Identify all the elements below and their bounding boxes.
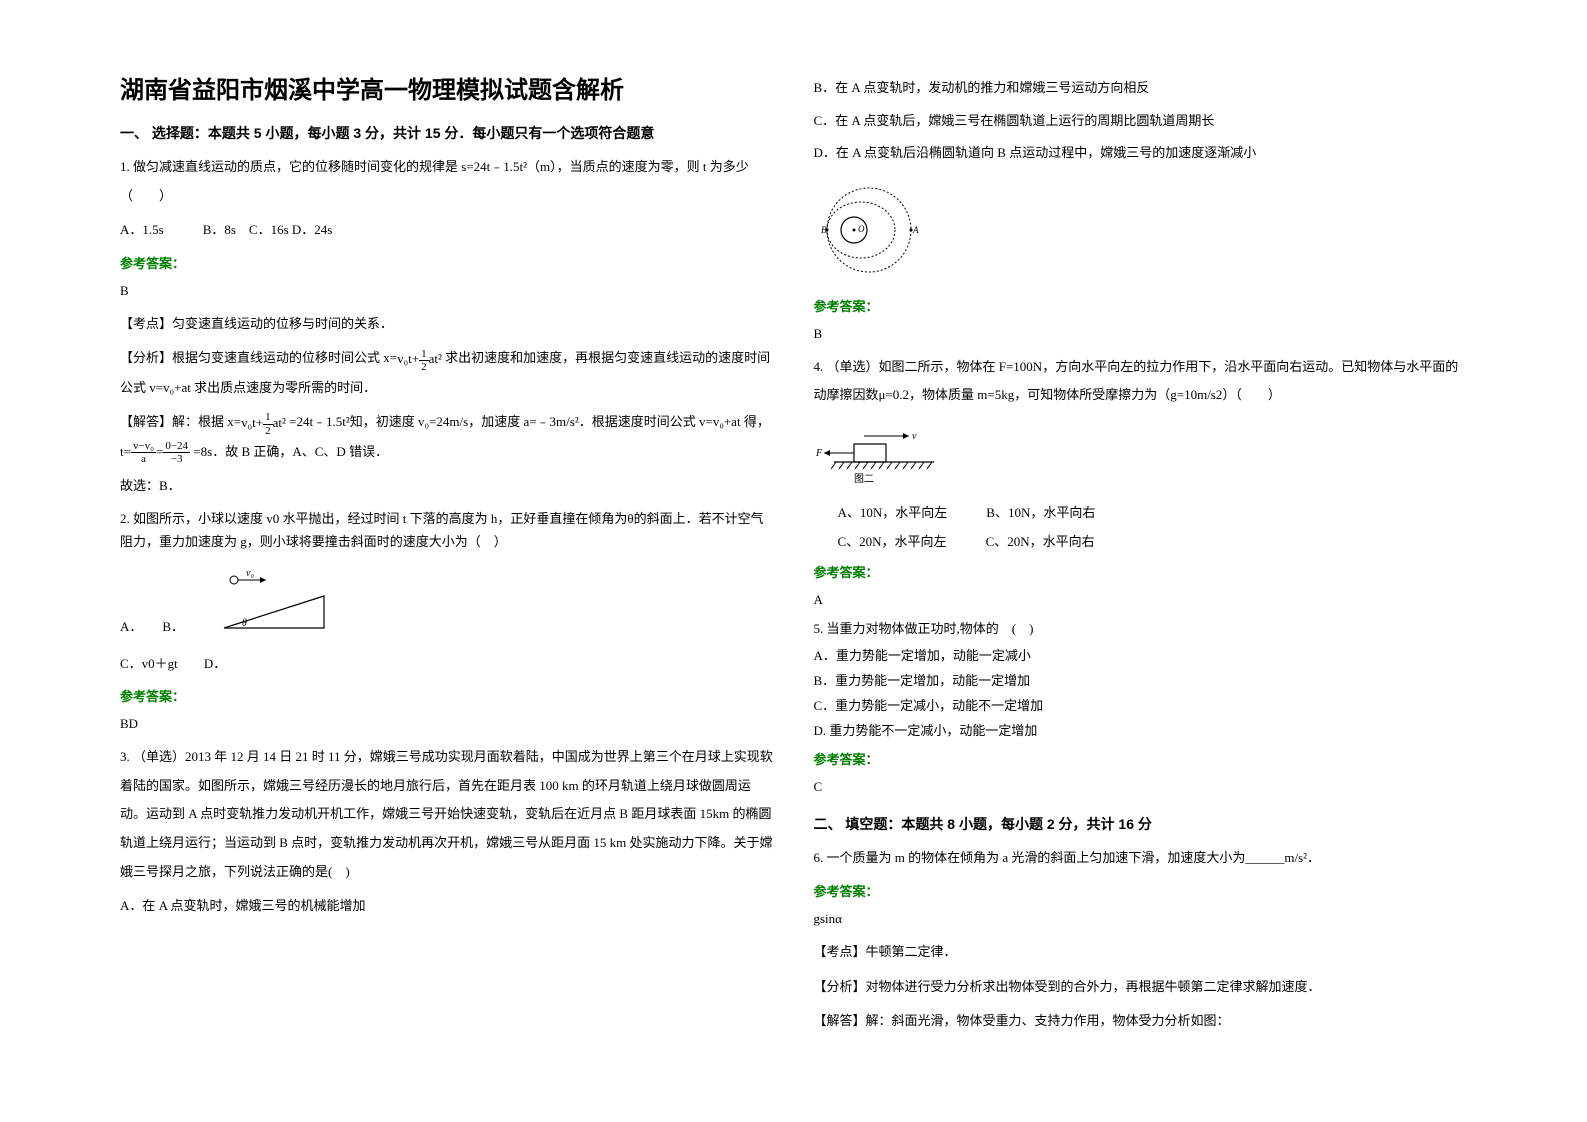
q3-optD: D．在 A 点变轨后沿椭圆轨道向 B 点运动过程中，嫦娥三号的加速度逐渐减小: [814, 139, 1468, 168]
q4-optC: C、20N，水平向左: [838, 534, 947, 549]
q2-opts-ab: A． B． v₀ θ: [120, 560, 774, 646]
tu-label: 图二: [854, 473, 874, 484]
q1-kaidian: 【考点】匀变速直线运动的位移与时间的关系．: [120, 310, 774, 339]
formula-3: v−v₀a: [131, 440, 156, 465]
formula-1: v₀t+12at²: [397, 345, 442, 374]
q6-answer: gsinα: [814, 906, 1468, 932]
v0-label: v₀: [246, 568, 254, 579]
q5-optD: D. 重力势能不一定减小，动能一定增加: [814, 721, 1468, 742]
q2-optD: D．: [204, 656, 226, 671]
q6-kaidian: 【考点】牛顿第二定律．: [814, 938, 1468, 967]
q3-optA: A．在 A 点变轨时，嫦娥三号的机械能增加: [120, 892, 774, 921]
q1-text: 1. 做匀减速直线运动的质点，它的位移随时间变化的规律是 s=24t﹣1.5t²…: [120, 153, 774, 210]
q3-optB: B．在 A 点变轨时，发动机的推力和嫦娥三号运动方向相反: [814, 74, 1468, 103]
theta-label: θ: [242, 618, 247, 629]
q4-optA: A、10N，水平向左: [838, 505, 948, 520]
q5-optC: C．重力势能一定减小，动能不一定增加: [814, 696, 1468, 717]
q5-text: 5. 当重力对物体做正功时,物体的 ( ): [814, 619, 1468, 640]
q4-text: 4. （单选）如图二所示，物体在 F=100N，方向水平向左的拉力作用下，沿水平…: [814, 353, 1468, 410]
q5-optB: B．重力势能一定增加，动能一定增加: [814, 671, 1468, 692]
left-column: 湖南省益阳市烟溪中学高一物理模拟试题含解析 一、 选择题：本题共 5 小题，每小…: [100, 70, 794, 1092]
right-column: B．在 A 点变轨时，发动机的推力和嫦娥三号运动方向相反 C．在 A 点变轨后，…: [794, 70, 1488, 1092]
q2-optA: A．: [120, 613, 142, 642]
formula-2: v₀t+12at²: [241, 409, 286, 438]
q4-opts-ab: A、10N，水平向左 B、10N，水平向右: [814, 501, 1468, 526]
q4-opts-cd: C、20N，水平向左 C、20N，水平向右: [814, 530, 1468, 555]
q4-optD: C、20N，水平向右: [986, 534, 1095, 549]
q1-jieda: 【解答】解：根据 x=v₀t+12at² =24t﹣1.5t²知，初速度 v₀=…: [120, 408, 774, 466]
q4-answer-label: 参考答案：: [814, 562, 1468, 581]
orbit-label-a: A: [912, 225, 919, 235]
v-label: v: [912, 431, 917, 442]
q2-answer: BD: [120, 711, 774, 737]
q3-optC: C．在 A 点变轨后，嫦娥三号在椭圆轨道上运行的周期比圆轨道周期长: [814, 107, 1468, 136]
q2-text: 2. 如图所示，小球以速度 v0 水平抛出，经过时间 t 下落的高度为 h，正好…: [120, 507, 774, 554]
q2-optC: C．v0＋gt: [120, 656, 178, 671]
q5-answer-label: 参考答案：: [814, 749, 1468, 768]
q6-answer-label: 参考答案：: [814, 881, 1468, 900]
q1-guxuan: 故选：B．: [120, 472, 774, 501]
q5-optA: A．重力势能一定增加，动能一定减小: [814, 646, 1468, 667]
formula-4: 0−24−3: [163, 440, 190, 465]
q1-options: A．1.5s B．8s C．16s D．24s: [120, 216, 774, 245]
page-title: 湖南省益阳市烟溪中学高一物理模拟试题含解析: [120, 70, 774, 105]
incline-diagram: v₀ θ: [204, 568, 354, 638]
orbit-diagram: O A B: [814, 180, 924, 275]
f-label: F: [815, 448, 823, 459]
q3-answer-label: 参考答案：: [814, 296, 1468, 315]
q6-jieda: 【解答】解：斜面光滑，物体受重力、支持力作用，物体受力分析如图：: [814, 1007, 1468, 1036]
q2-answer-label: 参考答案：: [120, 686, 774, 705]
q1-answer-label: 参考答案：: [120, 253, 774, 272]
q6-fenxi: 【分析】对物体进行受力分析求出物体受到的合外力，再根据牛顿第二定律求解加速度．: [814, 973, 1468, 1002]
orbit-label-o: O: [858, 224, 865, 234]
q1-answer: B: [120, 278, 774, 304]
section2-header: 二、 填空题：本题共 8 小题，每小题 2 分，共计 16 分: [814, 814, 1468, 834]
q6-text: 6. 一个质量为 m 的物体在倾角为 a 光滑的斜面上匀加速下滑，加速度大小为_…: [814, 844, 1468, 873]
q1-jieda-post: =8s．故 B 正确，A、C、D 错误．: [190, 444, 388, 459]
q5-answer: C: [814, 774, 1468, 800]
q1-fenxi: 【分析】根据匀变速直线运动的位移时间公式 x=v₀t+12at² 求出初速度和加…: [120, 344, 774, 402]
q3-answer: B: [814, 321, 1468, 347]
q1-jieda-pre: 【解答】解：根据 x=: [120, 414, 241, 429]
friction-diagram: v F 图二: [814, 424, 954, 484]
section1-header: 一、 选择题：本题共 5 小题，每小题 3 分，共计 15 分．每小题只有一个选…: [120, 123, 774, 143]
q2-optB: B．: [162, 613, 184, 642]
q2-opts-cd: C．v0＋gt D．: [120, 650, 774, 679]
q4-optB: B、10N，水平向右: [986, 505, 1095, 520]
q3-text: 3. （单选）2013 年 12 月 14 日 21 时 11 分，嫦娥三号成功…: [120, 743, 774, 886]
q4-answer: A: [814, 587, 1468, 613]
q1-fenxi-pre: 【分析】根据匀变速直线运动的位移时间公式 x=: [120, 350, 397, 365]
